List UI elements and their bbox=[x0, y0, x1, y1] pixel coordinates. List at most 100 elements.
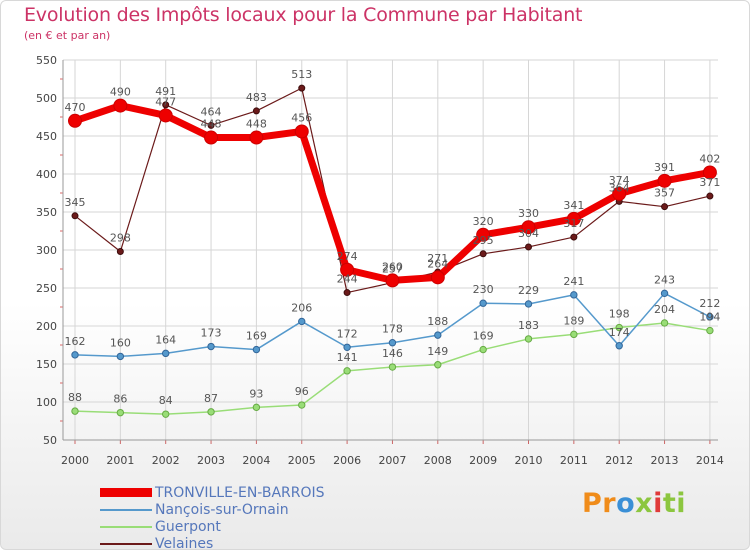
data-label-tronville-en-barrois: 341 bbox=[563, 199, 584, 212]
legend-label: Nançois-sur-Ornain bbox=[155, 501, 289, 518]
data-label-velaines: 357 bbox=[654, 187, 675, 200]
data-label-velaines: 304 bbox=[518, 227, 539, 240]
point-guerpont bbox=[479, 345, 487, 354]
data-label-tronville-en-barrois: 374 bbox=[609, 174, 630, 187]
axes: 50 100 150 200 250 300 350 400 450 500 550 2000 2001… bbox=[36, 54, 724, 467]
x-tick-label: 2005 bbox=[288, 454, 316, 467]
point-velaines bbox=[71, 212, 79, 220]
data-label-guerpont: 96 bbox=[295, 385, 309, 398]
point-guerpont bbox=[615, 323, 623, 332]
legend-item: Velaines bbox=[100, 535, 325, 552]
x-tick-label: 2001 bbox=[106, 454, 134, 467]
legend-swatch bbox=[100, 525, 152, 528]
point-tronville-en-barrois bbox=[521, 220, 536, 235]
data-label-guerpont: 84 bbox=[159, 394, 173, 407]
point-tronville-en-barrois bbox=[204, 130, 219, 145]
y-tick-label: 200 bbox=[36, 320, 57, 333]
data-label-nan-ois-sur-ornain: 243 bbox=[654, 273, 675, 286]
data-label-tronville-en-barrois: 448 bbox=[246, 118, 267, 131]
data-label-nan-ois-sur-ornain: 169 bbox=[246, 330, 267, 343]
data-label-velaines: 491 bbox=[155, 85, 176, 98]
data-label-nan-ois-sur-ornain: 212 bbox=[699, 297, 720, 310]
y-tick-label: 500 bbox=[36, 92, 57, 105]
data-label-velaines: 345 bbox=[65, 196, 86, 209]
point-guerpont bbox=[116, 408, 125, 417]
legend-label: TRONVILLE-EN-BARROIS bbox=[155, 484, 325, 501]
point-tronville-en-barrois bbox=[430, 270, 445, 285]
data-label-velaines: 317 bbox=[563, 217, 584, 230]
point-velaines bbox=[479, 250, 487, 258]
data-label-guerpont: 88 bbox=[68, 391, 82, 404]
data-label-tronville-en-barrois: 320 bbox=[473, 215, 494, 228]
data-label-velaines: 464 bbox=[201, 105, 222, 118]
data-label-velaines: 295 bbox=[473, 234, 494, 247]
data-label-guerpont: 87 bbox=[204, 392, 218, 405]
legend-item: TRONVILLE-EN-BARROIS bbox=[100, 484, 325, 501]
point-velaines bbox=[525, 243, 532, 251]
x-tick-label: 2004 bbox=[242, 454, 270, 467]
y-tick-label: 250 bbox=[36, 282, 57, 295]
series bbox=[68, 84, 717, 418]
point-tronville-en-barrois bbox=[68, 113, 82, 128]
chart-subtitle: (en € et par an) bbox=[24, 29, 111, 42]
legend-item: Guerpont bbox=[100, 518, 325, 535]
point-nan-ois-sur-ornain bbox=[524, 300, 533, 308]
chart-title: Evolution des Impôts locaux pour la Comm… bbox=[24, 4, 583, 26]
point-guerpont bbox=[570, 330, 578, 339]
data-label-tronville-en-barrois: 264 bbox=[427, 257, 448, 270]
x-tick-label: 2000 bbox=[61, 454, 89, 467]
point-nan-ois-sur-ornain bbox=[298, 317, 306, 326]
data-label-velaines: 244 bbox=[337, 273, 358, 286]
data-label-tronville-en-barrois: 260 bbox=[382, 260, 403, 273]
point-nan-ois-sur-ornain bbox=[479, 299, 487, 307]
data-label-nan-ois-sur-ornain: 229 bbox=[518, 284, 539, 297]
data-label-tronville-en-barrois: 470 bbox=[65, 101, 86, 114]
data-label-nan-ois-sur-ornain: 188 bbox=[427, 315, 448, 328]
point-nan-ois-sur-ornain bbox=[570, 291, 578, 299]
point-guerpont bbox=[252, 403, 261, 412]
data-label-nan-ois-sur-ornain: 230 bbox=[473, 283, 494, 296]
legend-label: Velaines bbox=[155, 535, 214, 552]
data-label-velaines: 371 bbox=[699, 176, 720, 189]
point-nan-ois-sur-ornain bbox=[706, 313, 714, 321]
legend-item: Nançois-sur-Ornain bbox=[100, 501, 325, 518]
point-tronville-en-barrois bbox=[385, 273, 400, 288]
y-tick-label: 300 bbox=[36, 244, 57, 257]
point-guerpont bbox=[388, 363, 397, 371]
data-label-nan-ois-sur-ornain: 172 bbox=[337, 327, 358, 340]
y-tick-label: 550 bbox=[36, 54, 57, 67]
x-tick-label: 2007 bbox=[378, 454, 406, 467]
data-label-guerpont: 198 bbox=[609, 308, 630, 321]
legend-label: Guerpont bbox=[155, 518, 221, 535]
y-tick-label: 450 bbox=[36, 130, 57, 143]
y-tick-label: 400 bbox=[36, 168, 57, 181]
data-label-guerpont: 86 bbox=[113, 393, 127, 406]
point-velaines bbox=[116, 248, 124, 256]
data-label-velaines: 483 bbox=[246, 91, 267, 104]
point-guerpont bbox=[343, 367, 351, 375]
point-nan-ois-sur-ornain bbox=[660, 289, 669, 298]
point-tronville-en-barrois bbox=[158, 108, 173, 123]
data-label-nan-ois-sur-ornain: 164 bbox=[155, 333, 176, 346]
data-label-velaines: 298 bbox=[110, 232, 131, 245]
data-label-tronville-en-barrois: 402 bbox=[699, 152, 720, 165]
x-tick-label: 2011 bbox=[560, 454, 588, 467]
data-label-guerpont: 169 bbox=[473, 330, 494, 343]
data-label-guerpont: 146 bbox=[382, 347, 403, 360]
y-tick-label: 50 bbox=[43, 434, 57, 447]
point-velaines bbox=[252, 107, 260, 115]
point-nan-ois-sur-ornain bbox=[116, 352, 125, 361]
point-tronville-en-barrois bbox=[476, 227, 491, 242]
point-guerpont bbox=[71, 407, 79, 415]
data-label-tronville-en-barrois: 477 bbox=[155, 95, 176, 108]
data-label-guerpont: 149 bbox=[427, 345, 448, 358]
data-label-tronville-en-barrois: 391 bbox=[654, 161, 675, 174]
point-guerpont bbox=[434, 361, 442, 369]
point-guerpont bbox=[162, 410, 170, 418]
y-tick-label: 150 bbox=[36, 358, 57, 371]
point-guerpont bbox=[298, 401, 306, 409]
data-label-velaines: 364 bbox=[609, 181, 630, 194]
point-tronville-en-barrois bbox=[612, 186, 627, 201]
point-tronville-en-barrois bbox=[340, 262, 355, 277]
